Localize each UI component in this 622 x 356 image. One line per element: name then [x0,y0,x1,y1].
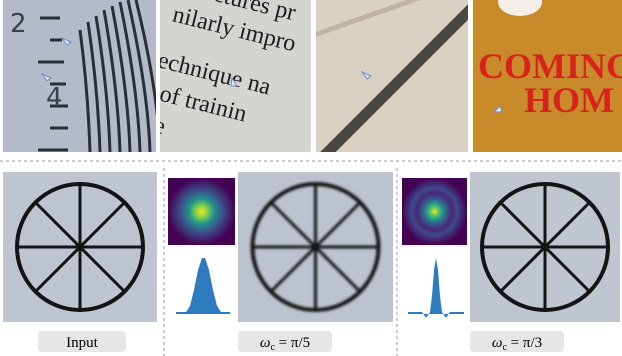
crop-text: ctures pr nilarly impro technique na e o… [133,0,311,166]
image-text: 2 [10,9,27,39]
label-part: = π/5 [275,335,310,351]
wheel [253,184,379,310]
crop-sign: COMING HOM [473,0,622,152]
wheel [482,184,608,310]
panel-label: Input [66,335,98,351]
figure: 2 4 ctures pr nilarly impro technique na… [0,0,622,356]
label-part: = π/3 [507,335,542,351]
kernel-heatmap [402,178,467,245]
crop-ruler: 2 4 [3,0,160,152]
crop-bg [316,0,468,152]
panel-label: ωc = π/5 [260,335,310,353]
label-part: ω [492,335,503,351]
panel-label: ωc = π/3 [492,335,542,353]
wheel [17,184,143,310]
image-text: HOM [524,80,614,120]
label-part: ω [260,335,271,351]
label-part: Input [66,335,98,351]
crop-line [300,0,475,160]
kernel-heatmap [168,178,235,245]
image-text: 4 [46,83,63,113]
